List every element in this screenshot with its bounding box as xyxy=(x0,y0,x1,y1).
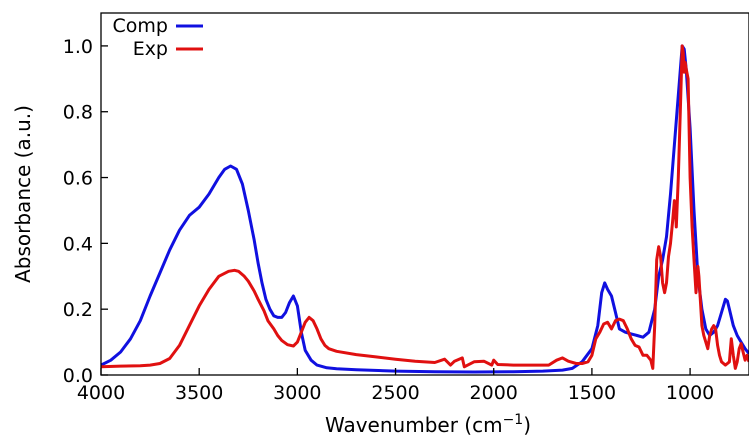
y-tick-label: 0.2 xyxy=(63,299,93,321)
series-layer xyxy=(100,44,749,374)
y-tick-label: 0.8 xyxy=(63,102,93,124)
x-tick-label: 1000 xyxy=(666,382,714,404)
x-axis-label-main: Wavenumber (cm xyxy=(325,413,503,437)
legend-label-comp: Comp xyxy=(113,15,168,37)
ticks-layer: 4000 3500 3000 2500 2000 1500 1000 0.0 0.2 0.4 0.6… xyxy=(63,36,714,404)
y-axis-label: Absorbance (a.u.) xyxy=(11,105,35,283)
x-tick-label: 3000 xyxy=(273,382,321,404)
series-line-exp xyxy=(100,44,749,370)
x-tick-label: 2500 xyxy=(371,382,419,404)
x-tick-label: 4000 xyxy=(77,382,125,404)
x-tick-label: 1500 xyxy=(568,382,616,404)
x-tick-label: 2000 xyxy=(470,382,518,404)
legend: Comp Exp xyxy=(113,15,203,60)
y-tick-label: 1.0 xyxy=(63,36,93,58)
y-tick-label: 0.0 xyxy=(63,365,93,387)
legend-label-exp: Exp xyxy=(133,38,168,60)
x-tick-label: 3500 xyxy=(175,382,223,404)
x-axis-label: Wavenumber (cm−1) xyxy=(325,412,531,437)
series-line-comp xyxy=(100,44,749,374)
y-tick-label: 0.4 xyxy=(63,233,93,255)
x-axis-label-tail: ) xyxy=(523,413,531,437)
y-tick-label: 0.6 xyxy=(63,168,93,190)
plot-frame xyxy=(100,12,749,376)
x-axis-label-superscript: −1 xyxy=(503,412,524,428)
